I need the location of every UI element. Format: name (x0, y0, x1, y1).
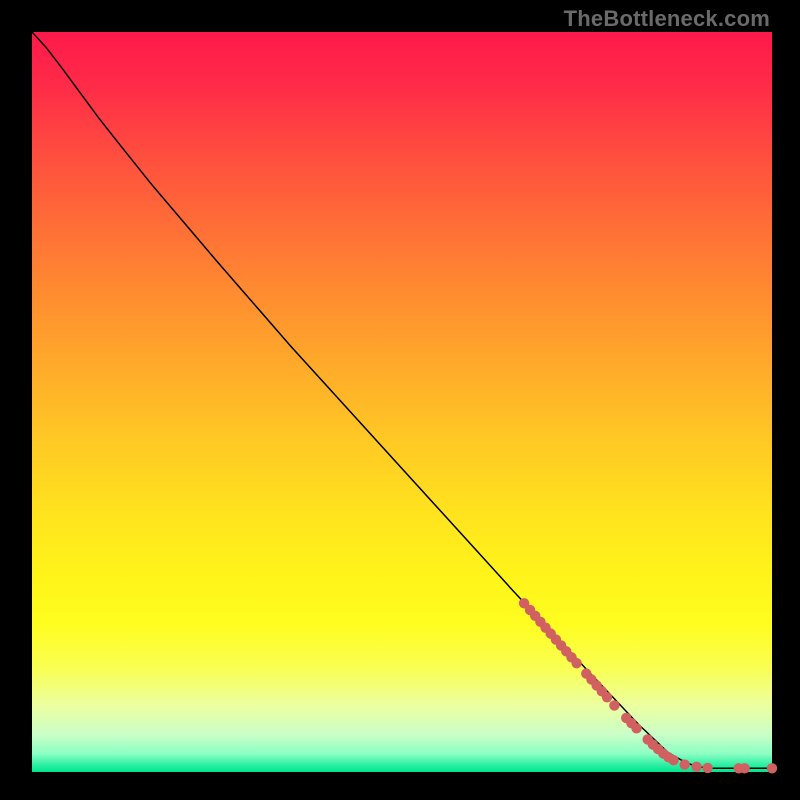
data-point-marker (691, 762, 701, 772)
data-point-marker (602, 692, 612, 702)
data-point-marker (631, 723, 641, 733)
data-point-marker (571, 658, 581, 668)
chart-line (32, 32, 772, 768)
chart-plot-area (32, 32, 772, 772)
chart-markers (519, 598, 777, 773)
watermark-text: TheBottleneck.com (564, 6, 770, 32)
data-point-marker (767, 763, 777, 773)
data-point-marker (609, 700, 619, 710)
data-point-marker (679, 759, 689, 769)
data-point-marker (668, 755, 678, 765)
chart-series (32, 32, 772, 772)
data-point-marker (702, 763, 712, 773)
data-point-marker (739, 763, 749, 773)
